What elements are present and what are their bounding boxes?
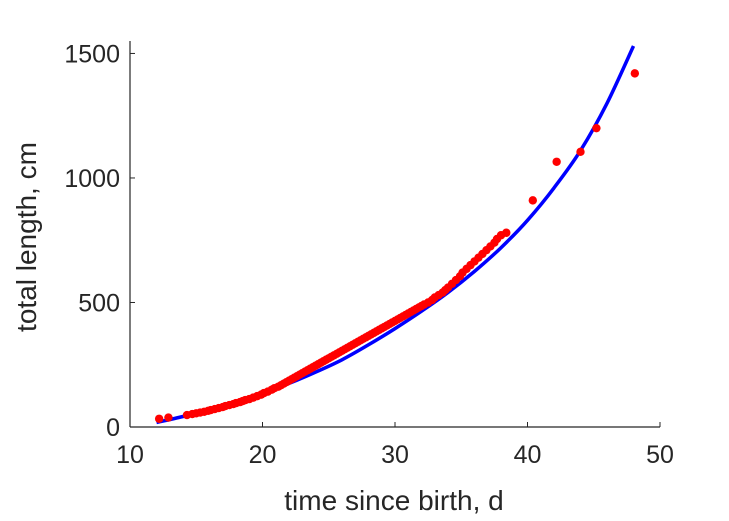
y-axis-label: total length, cm (11, 142, 42, 332)
fit-curve (156, 45, 636, 425)
data-point (630, 69, 640, 78)
data-point (528, 196, 537, 205)
x-tick-label: 50 (646, 441, 674, 469)
y-tick-label: 1500 (64, 40, 120, 68)
data-point (576, 147, 585, 157)
x-tick-label: 20 (249, 441, 277, 469)
x-ticks: 10 20 30 40 50 (116, 422, 674, 469)
y-ticks: 0 500 1000 1500 (64, 40, 135, 442)
y-tick-label: 0 (106, 414, 120, 442)
plot-area (154, 45, 640, 425)
y-tick-label: 1000 (64, 165, 120, 193)
x-axis-label: time since birth, d (284, 485, 503, 516)
x-tick-label: 40 (514, 441, 542, 469)
x-tick-label: 30 (381, 441, 409, 469)
data-point (164, 413, 173, 422)
data-point (502, 228, 511, 237)
x-tick-label: 10 (116, 441, 144, 469)
y-tick-label: 500 (78, 289, 120, 317)
data-point (592, 123, 601, 133)
data-point (154, 414, 164, 423)
axes: 10 20 30 40 50 0 500 1000 1500 (64, 40, 674, 469)
data-point (552, 157, 561, 166)
